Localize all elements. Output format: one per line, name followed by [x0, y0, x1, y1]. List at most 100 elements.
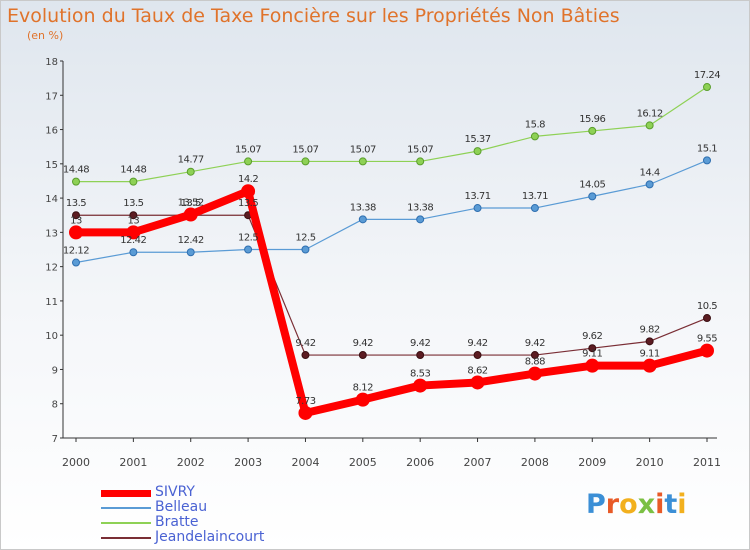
point-jeandelaincourt-2010 — [645, 337, 654, 346]
data-label-sivry-2011: 9.55 — [697, 334, 717, 345]
data-label-sivry-2007: 8.62 — [467, 365, 487, 376]
point-bratte-2002 — [186, 167, 195, 176]
point-bratte-2001 — [129, 177, 138, 186]
chart-subtitle: (en %) — [27, 29, 64, 42]
point-belleau-2002 — [186, 248, 195, 257]
y-tick-label-18: 18 — [45, 57, 58, 68]
point-belleau-2000 — [72, 258, 80, 267]
data-label-belleau-2000: 12.12 — [63, 246, 89, 257]
data-label-bratte-2010: 16.12 — [637, 108, 663, 119]
data-label-bratte-2011: 17.24 — [694, 70, 720, 81]
data-label-bratte-2006: 15.07 — [407, 144, 433, 155]
data-label-bratte-2007: 15.37 — [464, 134, 490, 145]
point-belleau-2007 — [473, 204, 482, 213]
x-tick-label-2007: 2007 — [464, 456, 492, 469]
data-label-jeandelaincourt-2000: 13.5 — [66, 198, 86, 209]
data-label-belleau-2010: 14.4 — [640, 167, 660, 178]
data-label-belleau-2007: 13.71 — [464, 191, 490, 202]
point-jeandelaincourt-2009 — [588, 344, 597, 353]
series-line-jeandelaincourt — [75, 214, 708, 356]
legend-swatch-belleau — [101, 507, 151, 509]
data-label-jeandelaincourt-2011: 10.5 — [697, 301, 717, 312]
data-label-sivry-2009: 9.11 — [582, 349, 602, 360]
data-label-jeandelaincourt-2003: 13.5 — [238, 198, 258, 209]
point-jeandelaincourt-2004 — [301, 351, 310, 360]
data-label-jeandelaincourt-2007: 9.42 — [467, 338, 487, 349]
data-label-belleau-2011: 15.1 — [697, 143, 717, 154]
point-bratte-2006 — [416, 157, 425, 166]
data-label-sivry-2004: 7.73 — [295, 396, 315, 407]
legend-label-jeandelaincourt: Jeandelaincourt — [155, 529, 265, 545]
data-label-jeandelaincourt-2004: 9.42 — [295, 338, 315, 349]
legend-label-sivry: SIVRY — [155, 484, 195, 500]
data-label-bratte-2001: 14.48 — [120, 165, 146, 176]
data-label-belleau-2004: 12.5 — [295, 233, 315, 244]
y-tick-label-11: 11 — [45, 297, 58, 308]
series-line-bratte — [75, 86, 708, 183]
point-jeandelaincourt-2008 — [530, 351, 539, 360]
y-tick-label-16: 16 — [45, 126, 58, 137]
y-tick-label-9: 9 — [52, 365, 58, 376]
point-sivry-2008 — [527, 366, 542, 381]
data-label-belleau-2002: 12.42 — [178, 235, 204, 246]
legend-swatch-jeandelaincourt — [101, 537, 151, 539]
point-belleau-2006 — [416, 215, 425, 224]
x-tick-label-2006: 2006 — [406, 456, 434, 469]
brand-logo[interactable]: Proxiti — [586, 489, 687, 520]
x-tick-label-2008: 2008 — [521, 456, 549, 469]
point-jeandelaincourt-2007 — [473, 351, 482, 360]
data-label-jeandelaincourt-2002: 13.5 — [181, 198, 201, 209]
point-belleau-2011 — [703, 156, 711, 165]
x-tick-label-2010: 2010 — [636, 456, 664, 469]
data-label-belleau-2008: 13.71 — [522, 191, 548, 202]
data-label-jeandelaincourt-2001: 13.5 — [123, 198, 143, 209]
point-belleau-2010 — [645, 180, 654, 189]
legend-label-belleau: Belleau — [155, 499, 208, 515]
data-label-sivry-2001: 13 — [127, 215, 139, 226]
point-jeandelaincourt-2001 — [129, 211, 138, 220]
point-sivry-2010 — [642, 358, 657, 373]
data-label-belleau-2003: 12.5 — [238, 233, 258, 244]
point-sivry-2009 — [585, 358, 600, 373]
y-tick-label-12: 12 — [45, 263, 58, 274]
data-label-bratte-2008: 15.8 — [525, 119, 545, 130]
data-label-bratte-2003: 15.07 — [235, 144, 261, 155]
point-bratte-2003 — [244, 157, 253, 166]
point-belleau-2003 — [244, 245, 253, 254]
data-label-jeandelaincourt-2008: 9.42 — [525, 338, 545, 349]
x-tick-label-2001: 2001 — [119, 456, 147, 469]
point-jeandelaincourt-2006 — [416, 351, 425, 360]
data-label-jeandelaincourt-2010: 9.82 — [640, 324, 660, 335]
point-bratte-2008 — [530, 132, 539, 141]
chart-title: Evolution du Taux de Taxe Foncière sur l… — [7, 5, 620, 27]
data-label-sivry-2008: 8.88 — [525, 357, 545, 368]
point-sivry-2007 — [470, 375, 485, 390]
y-tick-label-14: 14 — [45, 194, 58, 205]
x-tick-label-2000: 2000 — [62, 456, 90, 469]
legend-swatch-bratte — [101, 522, 151, 524]
y-tick-label-10: 10 — [45, 331, 58, 342]
data-label-bratte-2005: 15.07 — [350, 144, 376, 155]
x-tick-label-2011: 2011 — [693, 456, 721, 469]
point-bratte-2005 — [358, 157, 367, 166]
point-sivry-2003 — [241, 184, 256, 199]
data-label-sivry-2000: 13 — [70, 215, 82, 226]
data-label-bratte-2009: 15.96 — [579, 114, 605, 125]
point-belleau-2001 — [129, 248, 138, 257]
x-tick-label-2005: 2005 — [349, 456, 377, 469]
y-tick-label-8: 8 — [52, 400, 58, 411]
point-bratte-2007 — [473, 147, 482, 156]
y-tick-label-15: 15 — [45, 160, 58, 171]
point-sivry-2002 — [183, 207, 198, 222]
data-label-belleau-2006: 13.38 — [407, 202, 433, 213]
point-sivry-2005 — [355, 392, 370, 407]
point-belleau-2008 — [530, 204, 539, 213]
data-label-bratte-2004: 15.07 — [292, 144, 318, 155]
point-bratte-2004 — [301, 157, 310, 166]
point-jeandelaincourt-2011 — [703, 314, 711, 323]
point-belleau-2009 — [588, 192, 597, 201]
data-label-bratte-2002: 14.77 — [178, 155, 204, 166]
data-label-belleau-2005: 13.38 — [350, 202, 376, 213]
